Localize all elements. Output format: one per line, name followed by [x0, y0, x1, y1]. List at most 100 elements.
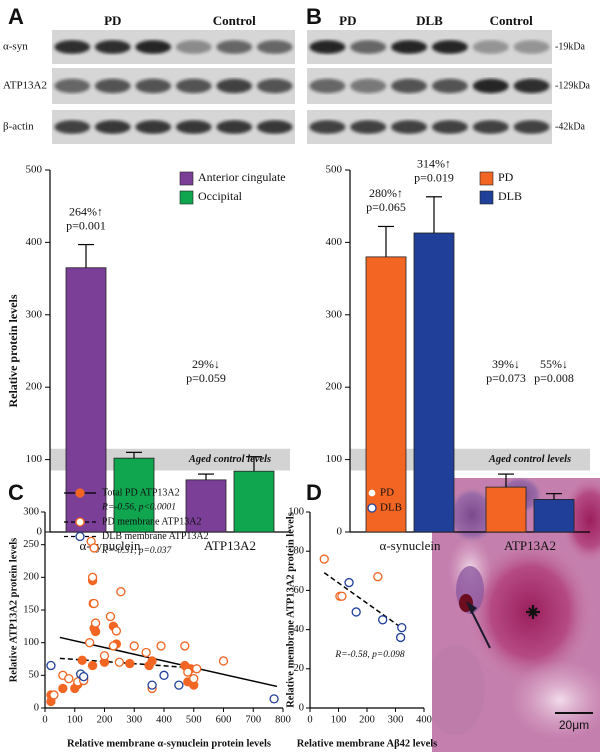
bar-annotation: 55%↓ — [540, 357, 568, 371]
trend-stat: R=-0.31, p=0.037 — [101, 546, 173, 556]
point — [159, 670, 169, 680]
point — [180, 641, 190, 651]
x-tick-label: 200 — [97, 714, 113, 725]
x-tick-label: 300 — [126, 714, 142, 725]
legend-label: DLB — [380, 502, 402, 514]
point — [183, 667, 193, 677]
point — [64, 673, 74, 684]
x-tick-label: 100 — [67, 714, 83, 725]
blot-band — [431, 120, 468, 134]
y-axis-label: Relative ATP13A2 protein levels — [8, 538, 19, 683]
blot-group-label: PD — [339, 13, 356, 28]
y-tick-label: 80 — [294, 546, 305, 557]
blot-band — [472, 78, 509, 94]
legend-label: PD — [380, 487, 394, 499]
bar — [65, 267, 107, 533]
blot-band — [175, 40, 212, 54]
x-tick-label: ATP13A2 — [504, 538, 556, 553]
y-tick-label: 50 — [29, 670, 40, 681]
trend-stat: R=-0.56, p<0.0001 — [101, 503, 176, 513]
point — [89, 543, 99, 553]
blot-band — [135, 40, 172, 54]
point — [125, 658, 135, 669]
point — [129, 641, 139, 651]
blot-row-label: β-actin — [3, 121, 34, 133]
blot-band — [472, 120, 509, 134]
point — [87, 572, 98, 582]
y-axis-label: Relative membrane ATP13A2 protein levels — [285, 512, 296, 708]
point — [87, 660, 98, 671]
x-tick-label: 500 — [186, 714, 202, 725]
y-tick-label: 60 — [294, 585, 305, 596]
bar-annotation: p=0.008 — [534, 371, 574, 385]
blot-row-label: ATP13A2 — [3, 80, 47, 92]
x-tick-label: 400 — [156, 714, 172, 725]
x-tick-label: 0 — [307, 714, 312, 725]
point — [189, 673, 199, 684]
blot-marker-label: -42kDa — [555, 121, 586, 132]
blot-group-label: Control — [213, 13, 256, 28]
scale-bar-label: 20μm — [559, 718, 589, 732]
y-tick-label: 400 — [26, 236, 43, 248]
y-tick-label: 100 — [326, 453, 343, 465]
blot-band — [391, 40, 428, 54]
blot-band — [175, 120, 212, 134]
blot-band — [175, 78, 212, 94]
bar-annotation: 264%↑ — [69, 204, 103, 218]
blot-band — [135, 120, 172, 134]
point — [77, 655, 87, 665]
legend-label: DLB membrane ATP13A2 — [102, 531, 209, 542]
bar-annotation: p=0.073 — [486, 371, 526, 385]
blot-strip — [52, 30, 295, 64]
y-tick-label: 200 — [26, 381, 43, 393]
point — [319, 554, 329, 564]
x-axis-label: Relative membrane α-synuclein protein le… — [67, 738, 271, 749]
legend-swatch — [479, 171, 494, 186]
blot-band — [256, 40, 293, 54]
bar — [533, 499, 575, 533]
blot-band — [216, 120, 253, 134]
blot-band — [94, 40, 131, 54]
blot-band — [431, 78, 468, 94]
blot-band — [256, 78, 293, 94]
blot-band — [54, 78, 91, 94]
legend-label: Occipital — [198, 189, 243, 203]
bar — [485, 486, 527, 533]
bar — [365, 256, 407, 533]
point — [108, 641, 119, 651]
panel-label: B — [306, 4, 322, 29]
point — [174, 680, 184, 690]
blot-band — [94, 120, 131, 134]
bar — [113, 457, 155, 533]
point — [373, 572, 383, 582]
blot-band — [391, 120, 428, 134]
control-band-label: Aged control levels — [488, 454, 571, 465]
blot-band — [135, 78, 172, 94]
point — [351, 607, 361, 617]
blot-band — [94, 78, 131, 94]
bar-annotation: 29%↓ — [192, 357, 220, 371]
y-tick-label: 300 — [23, 506, 39, 517]
point — [147, 680, 157, 690]
blot-band — [350, 78, 387, 94]
point — [269, 694, 279, 704]
x-tick-label: 100 — [331, 714, 347, 725]
bar-annotation: p=0.065 — [366, 200, 406, 214]
point — [156, 641, 166, 651]
blot-group-label: Control — [490, 13, 533, 28]
point — [147, 656, 157, 666]
blot-band — [54, 40, 91, 54]
blot-band — [216, 78, 253, 94]
panel-label: C — [8, 480, 24, 505]
point — [395, 632, 406, 643]
point — [89, 598, 99, 609]
control-band — [350, 448, 590, 471]
x-tick-label: 800 — [275, 714, 291, 725]
blot-band — [54, 120, 91, 134]
x-tick-label: α-synuclein — [380, 538, 441, 553]
y-tick-label: 0 — [37, 526, 43, 538]
x-tick-label: 400 — [416, 714, 432, 725]
y-tick-label: 400 — [326, 236, 343, 248]
y-tick-label: 0 — [299, 702, 304, 713]
